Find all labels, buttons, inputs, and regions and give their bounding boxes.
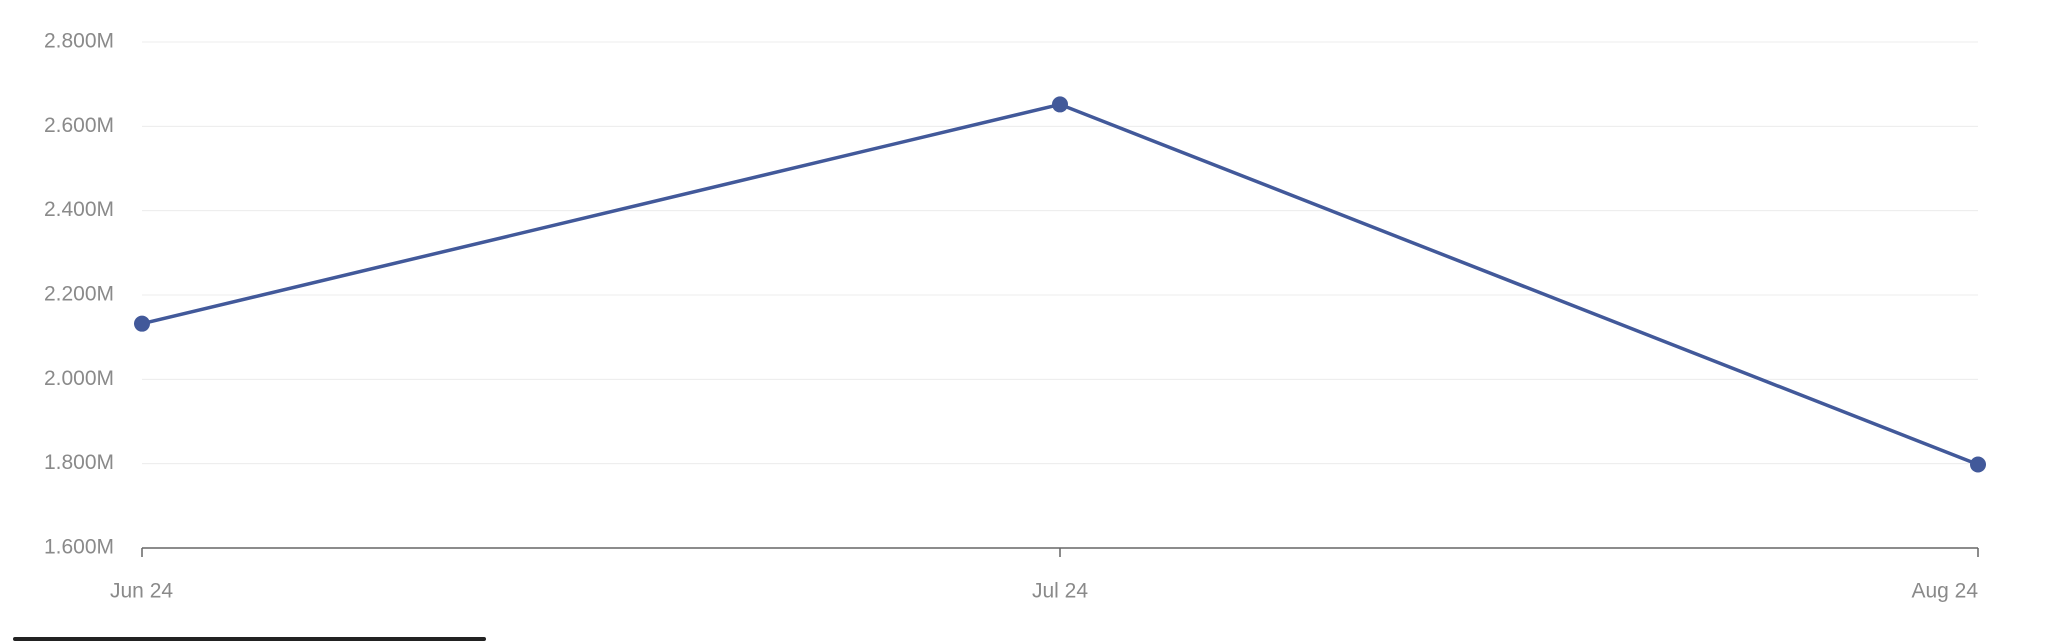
point — [1970, 456, 1986, 473]
y-tick-label: 2.400M — [44, 198, 114, 221]
point — [1052, 96, 1068, 113]
line — [141, 102, 1979, 467]
x-tick-label: Jun 24 — [110, 580, 173, 603]
y-tick-label: 2.000M — [44, 367, 114, 390]
x-tick-label: Aug 24 — [1911, 580, 1978, 603]
scrollbar — [13, 637, 486, 641]
y-tick-label: 2.200M — [44, 283, 114, 306]
y-tick-label: 2.800M — [44, 30, 114, 53]
y-tick-label: 1.800M — [44, 451, 114, 474]
x-tick-label: Jul 24 — [1032, 580, 1088, 603]
y-tick-label: 2.600M — [44, 114, 114, 137]
point — [134, 315, 150, 332]
y-tick-label: 1.600M — [44, 536, 114, 559]
